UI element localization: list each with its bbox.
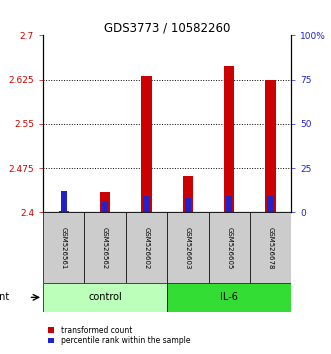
Bar (43, 283, 167, 312)
Text: agent: agent (0, 292, 10, 302)
Text: GSM526562: GSM526562 (102, 227, 108, 269)
Bar (84, 212, 126, 283)
Bar (265, 80, 276, 212)
Bar (59, 211, 69, 212)
Bar (141, 75, 152, 212)
Bar (100, 192, 110, 212)
Text: GSM526605: GSM526605 (226, 227, 232, 269)
Bar (267, 196, 274, 212)
Title: GDS3773 / 10582260: GDS3773 / 10582260 (104, 21, 230, 34)
Bar (167, 212, 209, 283)
Bar (224, 66, 234, 212)
Text: GSM526561: GSM526561 (61, 227, 67, 269)
Bar (209, 212, 250, 283)
Bar (167, 283, 291, 312)
Bar (226, 196, 232, 212)
Bar (43, 212, 84, 283)
Bar (143, 196, 150, 212)
Bar (250, 212, 291, 283)
Text: GSM526602: GSM526602 (143, 227, 150, 269)
Bar (183, 176, 193, 212)
Text: control: control (88, 292, 122, 302)
Legend: transformed count, percentile rank within the sample: transformed count, percentile rank withi… (47, 324, 192, 347)
Bar (126, 212, 167, 283)
Bar (185, 198, 191, 212)
Bar (102, 202, 108, 212)
Text: IL-6: IL-6 (220, 292, 238, 302)
Text: GSM526678: GSM526678 (267, 227, 274, 269)
Bar (61, 191, 67, 212)
Text: GSM526603: GSM526603 (185, 227, 191, 269)
